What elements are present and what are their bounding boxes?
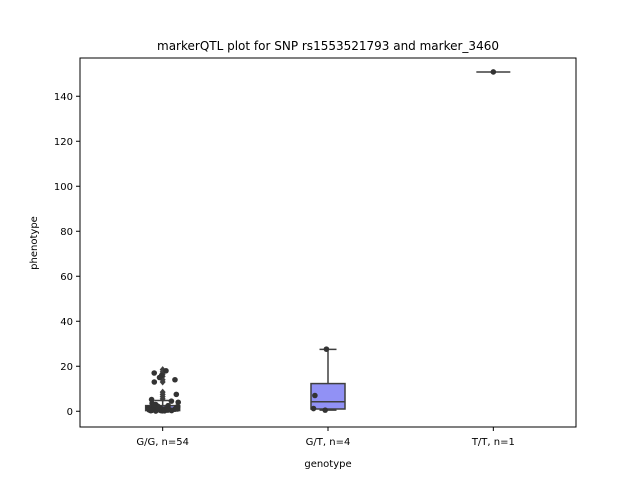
data-point (175, 399, 182, 406)
data-point (155, 404, 161, 411)
x-axis-label: genotype (304, 459, 351, 470)
y-tick-label: 100 (54, 182, 73, 193)
data-point (490, 69, 497, 75)
plot-area (144, 69, 511, 414)
y-tick-label: 40 (60, 317, 73, 328)
data-point (163, 367, 169, 374)
x-axis: G/G, n=54 G/T, n=4 T/T, n=1 (136, 427, 515, 448)
data-point (148, 396, 155, 403)
y-tick-label: 0 (67, 407, 73, 418)
data-point (322, 407, 328, 413)
data-point (151, 379, 158, 385)
data-point (151, 370, 158, 376)
y-tick-label: 80 (60, 227, 73, 238)
data-point (168, 398, 175, 404)
y-tick-label: 120 (54, 137, 73, 148)
x-tick-label: G/G, n=54 (136, 437, 189, 448)
y-axis: 0 20 40 60 80 100 120 140 (54, 92, 80, 418)
y-tick-label: 140 (54, 92, 73, 103)
outlier-point (159, 388, 166, 396)
points-2 (490, 69, 497, 75)
data-point (174, 406, 181, 412)
points-1 (310, 346, 330, 413)
data-point (173, 391, 180, 398)
x-tick-label: G/T, n=4 (306, 437, 351, 448)
data-point (156, 374, 163, 381)
data-point (148, 407, 154, 414)
data-point (310, 405, 317, 412)
chart-title: markerQTL plot for SNP rs1553521793 and … (157, 39, 499, 53)
data-point (172, 376, 178, 383)
box-1 (310, 348, 346, 411)
data-point (151, 402, 157, 408)
box-iqr (310, 382, 346, 410)
x-tick-label: T/T, n=1 (471, 437, 515, 448)
data-point (164, 406, 171, 412)
data-point (323, 346, 330, 352)
y-tick-label: 20 (60, 362, 73, 373)
data-point (312, 392, 318, 399)
y-tick-label: 60 (60, 272, 73, 283)
y-axis-label: phenotype (29, 216, 40, 270)
points-0 (145, 367, 182, 414)
